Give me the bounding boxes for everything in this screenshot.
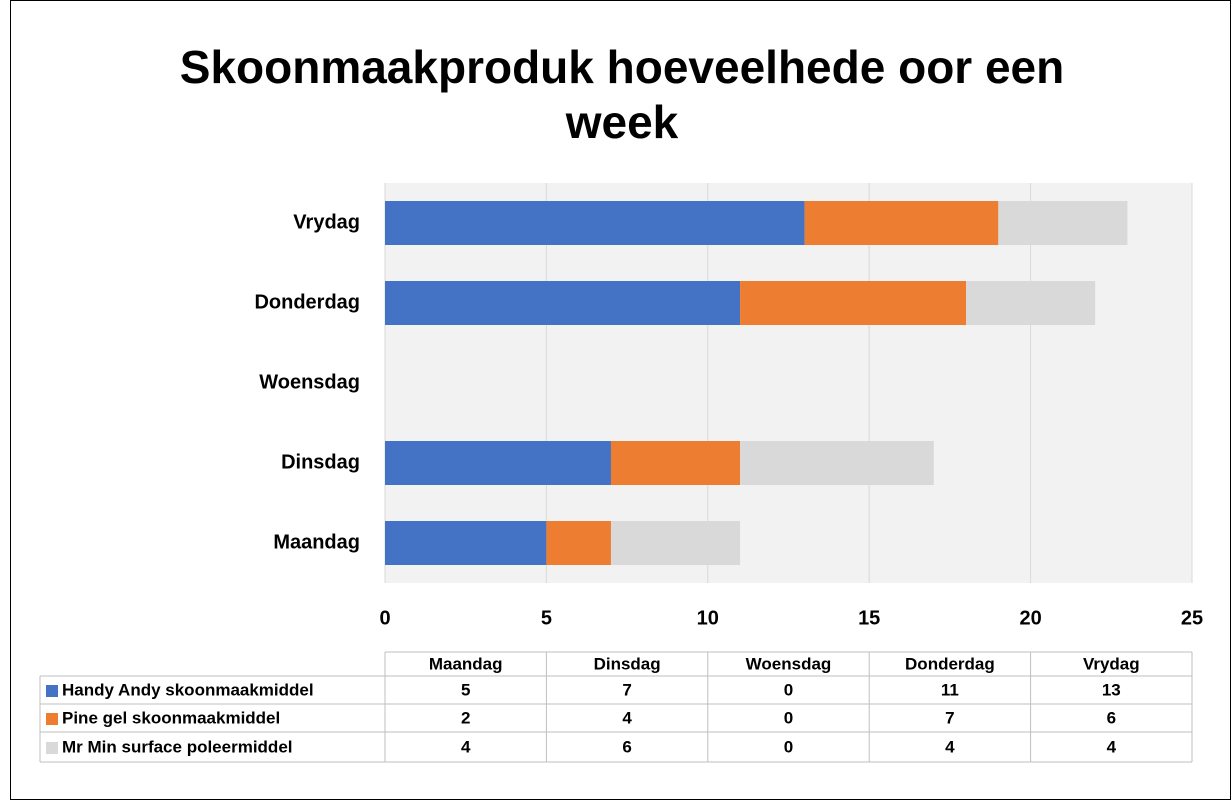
bar	[546, 521, 611, 565]
table-header: Dinsdag	[594, 654, 661, 673]
bar	[804, 201, 999, 245]
x-tick-label: 0	[379, 607, 390, 629]
bar	[740, 281, 967, 325]
bar	[740, 441, 934, 485]
legend-key	[46, 713, 58, 725]
x-tick-label: 15	[858, 607, 880, 629]
y-tick-label: Vrydag	[293, 211, 360, 233]
table-header: Woensdag	[746, 654, 832, 673]
y-tick-label: Dinsdag	[281, 451, 360, 473]
table-cell: 7	[622, 680, 631, 699]
bar	[385, 521, 547, 565]
table-cell: 11	[941, 680, 959, 699]
table-cell: 0	[784, 737, 793, 756]
table-cell: 0	[784, 708, 793, 727]
legend-label: Mr Min surface poleermiddel	[62, 737, 293, 756]
bar	[610, 521, 741, 565]
table-cell: 5	[461, 680, 470, 699]
legend-label: Handy Andy skoonmaakmiddel	[62, 680, 314, 699]
table-cell: 2	[461, 708, 470, 727]
y-tick-label: Donderdag	[254, 291, 360, 313]
table-cell: 0	[784, 680, 793, 699]
x-tick-label: 10	[697, 607, 719, 629]
frame	[10, 0, 1231, 800]
y-tick-label: Woensdag	[259, 371, 360, 393]
bar	[385, 441, 611, 485]
chart-title: Skoonmaakproduk hoeveelhede oor een week	[179, 41, 1065, 148]
table-cell: 6	[1107, 708, 1116, 727]
table-header: Donderdag	[905, 654, 995, 673]
y-tick-label: Maandag	[273, 531, 360, 553]
bar	[998, 201, 1128, 245]
bar	[385, 201, 805, 245]
table-cell: 6	[622, 737, 631, 756]
table-header: Vrydag	[1083, 654, 1140, 673]
table-cell: 4	[1107, 737, 1117, 756]
bar	[966, 281, 1096, 325]
table-cell: 4	[622, 708, 632, 727]
bar	[610, 441, 741, 485]
x-tick-label: 5	[541, 607, 552, 629]
legend-label: Pine gel skoonmaakmiddel	[62, 708, 280, 727]
table-header: Maandag	[429, 654, 503, 673]
table-cell: 4	[945, 737, 955, 756]
table-cell: 4	[461, 737, 471, 756]
table-cell: 7	[945, 708, 954, 727]
bar	[385, 281, 741, 325]
x-tick-label: 20	[1019, 607, 1041, 629]
legend-key	[46, 742, 58, 754]
x-tick-label: 25	[1181, 607, 1203, 629]
table-cell: 13	[1102, 680, 1121, 699]
legend-key	[46, 685, 58, 697]
plot-background	[385, 183, 1192, 583]
